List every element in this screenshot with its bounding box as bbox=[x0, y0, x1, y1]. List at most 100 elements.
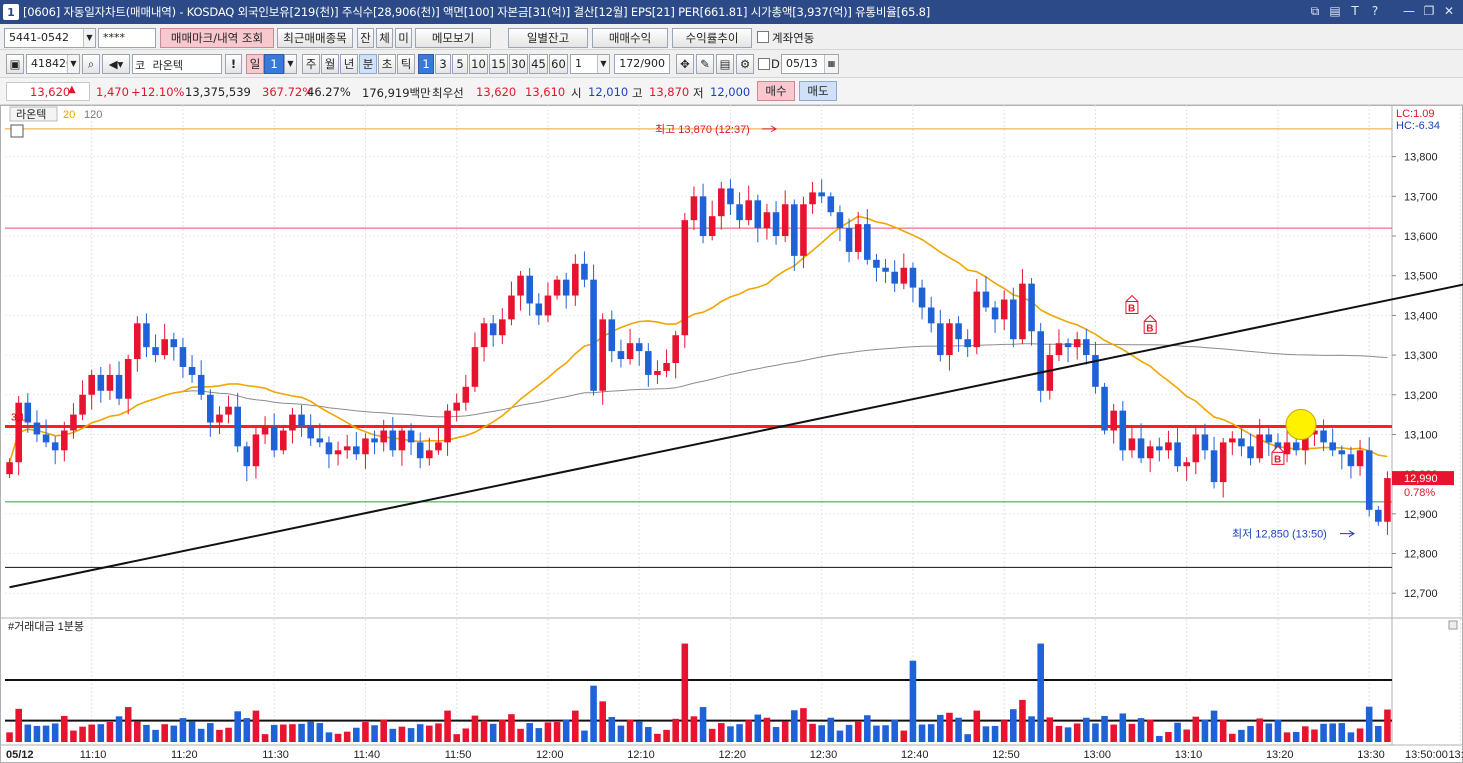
price-chart[interactable]: 05/12 11:10 11:20 11:30 11:40 11:50 12:00 12:10… bbox=[0, 105, 1463, 763]
period-button[interactable]: 년 bbox=[340, 54, 358, 74]
close-icon[interactable]: ✕ bbox=[1443, 4, 1455, 18]
period-day-button[interactable]: 일 bbox=[246, 54, 264, 74]
help-icon[interactable]: ? bbox=[1371, 4, 1379, 18]
alert-button[interactable]: ! bbox=[225, 54, 242, 74]
interval-button[interactable]: 15 bbox=[489, 54, 508, 74]
search-icon[interactable]: ⌕ bbox=[82, 54, 100, 74]
period-button[interactable]: 월 bbox=[321, 54, 339, 74]
candle bbox=[672, 335, 679, 364]
stock-code-input[interactable]: 418420 ▼ bbox=[26, 54, 80, 74]
candle bbox=[1019, 283, 1026, 340]
save-icon[interactable]: ▤ bbox=[716, 54, 734, 74]
volume-bar bbox=[763, 717, 771, 742]
chart-area[interactable]: 05/12 11:10 11:20 11:30 11:40 11:50 12:00 12:10… bbox=[0, 105, 1463, 763]
volume-bar bbox=[1101, 715, 1108, 742]
volume-bar bbox=[152, 729, 159, 742]
period-button[interactable]: 초 bbox=[378, 54, 396, 74]
recent-trades-button[interactable]: 최근매매종목 bbox=[277, 28, 353, 48]
chevron-down-icon[interactable]: ▼ bbox=[284, 54, 297, 74]
candle bbox=[416, 442, 424, 459]
interval-button[interactable]: 30 bbox=[509, 54, 528, 74]
sound-icon[interactable]: ◀▾ bbox=[102, 54, 130, 74]
candle bbox=[891, 271, 898, 284]
candle bbox=[562, 279, 570, 296]
price-change: 1,470 bbox=[96, 85, 129, 99]
custom-interval-input[interactable]: 1 ▼ bbox=[570, 54, 610, 74]
volume-bar bbox=[61, 715, 68, 742]
volume-bar bbox=[508, 714, 515, 742]
minimize-icon[interactable]: — bbox=[1403, 4, 1415, 18]
calendar-icon[interactable]: ▦ bbox=[824, 55, 838, 73]
open-price: 12,010 bbox=[588, 85, 629, 99]
balance-button[interactable]: 잔 bbox=[357, 28, 374, 48]
period-button[interactable]: 주 bbox=[302, 54, 320, 74]
daily-balance-button[interactable]: 일별잔고 bbox=[508, 28, 588, 48]
buy-button[interactable]: 매수 bbox=[757, 81, 795, 101]
time-axis-label: 11:40 bbox=[353, 749, 380, 761]
stock-name-input[interactable]: 코 라온텍 bbox=[132, 54, 222, 74]
candle bbox=[261, 426, 269, 435]
volume-bar bbox=[124, 707, 132, 742]
interval-button[interactable]: 1 bbox=[418, 54, 434, 74]
count-input[interactable]: 172/900 bbox=[614, 54, 670, 74]
candle bbox=[1010, 299, 1017, 340]
time-axis-label: 13:30 bbox=[1357, 749, 1385, 761]
candle bbox=[444, 410, 451, 443]
memo-button[interactable]: 메모보기 bbox=[415, 28, 491, 48]
date-input[interactable]: 05/13 ▦ bbox=[781, 54, 839, 74]
chevron-down-icon[interactable]: ▼ bbox=[597, 55, 609, 73]
layout-icon[interactable]: ▣ bbox=[6, 54, 24, 74]
window-copy-icon[interactable]: ⧉ bbox=[1310, 4, 1320, 18]
volume-bar bbox=[389, 728, 397, 742]
interval-button[interactable]: 60 bbox=[549, 54, 568, 74]
candle bbox=[1092, 355, 1099, 387]
volume-bar bbox=[252, 710, 260, 742]
date-checkbox[interactable] bbox=[758, 58, 770, 73]
volume-bar bbox=[708, 728, 716, 742]
period-num-select[interactable]: 1 bbox=[264, 54, 284, 74]
interval-button[interactable]: 45 bbox=[529, 54, 548, 74]
period-button[interactable]: 틱 bbox=[397, 54, 415, 74]
trade-mark-button[interactable]: 매매마크/내역 조회 bbox=[160, 28, 274, 48]
volume-bar bbox=[736, 724, 743, 742]
candle bbox=[1192, 434, 1200, 463]
volume-bar bbox=[562, 719, 570, 742]
window-number[interactable]: 1 bbox=[3, 4, 19, 20]
volume-bar bbox=[398, 726, 406, 742]
period-button[interactable]: 분 bbox=[359, 54, 377, 74]
candle bbox=[243, 446, 251, 467]
time-axis-label: 12:20 bbox=[718, 749, 746, 761]
password-field[interactable]: **** bbox=[98, 28, 156, 48]
account-number: 5441-0542 bbox=[9, 31, 69, 44]
window-tile-icon[interactable]: ▤ bbox=[1329, 4, 1341, 18]
account-link-checkbox[interactable] bbox=[757, 31, 769, 46]
volume-bar bbox=[489, 723, 497, 742]
candle bbox=[143, 323, 150, 348]
volume-bar bbox=[106, 722, 114, 742]
volume-bar bbox=[663, 729, 670, 742]
crosshair-icon[interactable]: ✥ bbox=[676, 54, 694, 74]
candle bbox=[6, 462, 13, 475]
interval-button[interactable]: 10 bbox=[469, 54, 488, 74]
time-axis-label: 11:20 bbox=[171, 749, 198, 761]
candle bbox=[480, 323, 488, 348]
candle bbox=[188, 366, 196, 375]
gear-icon[interactable]: ⚙ bbox=[736, 54, 754, 74]
chevron-down-icon[interactable]: ▼ bbox=[83, 29, 95, 47]
volume-bar bbox=[42, 725, 50, 742]
buy-mark-label: B bbox=[1274, 454, 1281, 465]
interval-button[interactable]: 3 bbox=[435, 54, 451, 74]
unfilled-button[interactable]: 미 bbox=[395, 28, 412, 48]
chevron-down-icon[interactable]: ▼ bbox=[67, 55, 79, 73]
current-price: 13,620 bbox=[30, 85, 71, 99]
sell-button[interactable]: 매도 bbox=[799, 81, 837, 101]
draw-line-icon[interactable]: ✎ bbox=[696, 54, 714, 74]
executed-button[interactable]: 체 bbox=[376, 28, 393, 48]
candle bbox=[544, 295, 552, 316]
return-trend-button[interactable]: 수익률추이 bbox=[672, 28, 752, 48]
interval-button[interactable]: 5 bbox=[452, 54, 468, 74]
restore-icon[interactable]: ❐ bbox=[1423, 4, 1435, 18]
trade-profit-button[interactable]: 매매수익 bbox=[592, 28, 668, 48]
account-select[interactable]: 5441-0542 ▼ bbox=[4, 28, 96, 48]
text-icon[interactable]: T bbox=[1351, 4, 1359, 18]
